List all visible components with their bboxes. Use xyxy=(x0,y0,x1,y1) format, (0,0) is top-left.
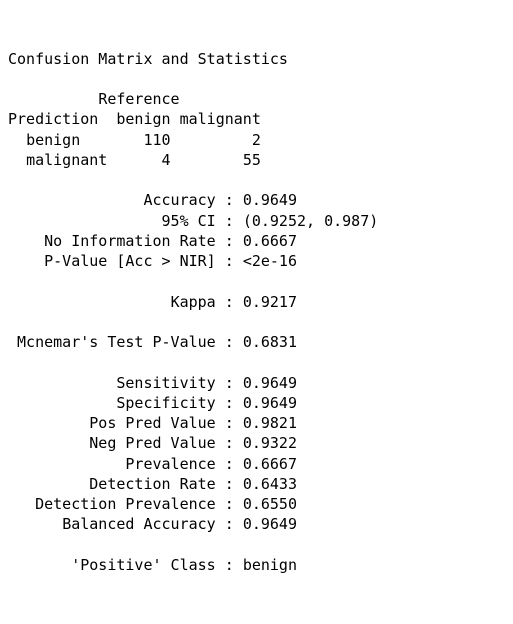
prevalence-label: Prevalence xyxy=(125,455,215,473)
pval-value: <2e-16 xyxy=(243,252,297,270)
npv-value: 0.9322 xyxy=(243,434,297,452)
accuracy-label: Accuracy xyxy=(143,191,215,209)
cell-malignant-benign: 4 xyxy=(162,151,171,169)
ppv-value: 0.9821 xyxy=(243,414,297,432)
sensitivity-value: 0.9649 xyxy=(243,374,297,392)
balanced-accuracy-value: 0.9649 xyxy=(243,515,297,533)
mcnemar-label: Mcnemar's Test P-Value xyxy=(17,333,216,351)
reference-header: Reference xyxy=(98,90,179,108)
nir-value: 0.6667 xyxy=(243,232,297,250)
ppv-label: Pos Pred Value xyxy=(89,414,215,432)
cell-benign-malignant: 2 xyxy=(252,131,261,149)
ci-value: (0.9252, 0.987) xyxy=(243,212,378,230)
prediction-header: Prediction xyxy=(8,110,98,128)
kappa-label: Kappa xyxy=(171,293,216,311)
prevalence-value: 0.6667 xyxy=(243,455,297,473)
positive-class-label: 'Positive' Class xyxy=(71,556,216,574)
positive-class-value: benign xyxy=(243,556,297,574)
title: Confusion Matrix and Statistics xyxy=(8,50,288,68)
kappa-value: 0.9217 xyxy=(243,293,297,311)
sensitivity-label: Sensitivity xyxy=(116,374,215,392)
col-benign: benign xyxy=(116,110,170,128)
col-malignant: malignant xyxy=(180,110,261,128)
detection-prevalence-label: Detection Prevalence xyxy=(35,495,216,513)
nir-label: No Information Rate xyxy=(44,232,216,250)
accuracy-value: 0.9649 xyxy=(243,191,297,209)
ci-label: 95% CI xyxy=(162,212,216,230)
detection-rate-label: Detection Rate xyxy=(89,475,215,493)
npv-label: Neg Pred Value xyxy=(89,434,215,452)
detection-rate-value: 0.6433 xyxy=(243,475,297,493)
row-malignant-label: malignant xyxy=(26,151,107,169)
cell-benign-benign: 110 xyxy=(143,131,170,149)
cell-malignant-malignant: 55 xyxy=(243,151,261,169)
specificity-value: 0.9649 xyxy=(243,394,297,412)
mcnemar-value: 0.6831 xyxy=(243,333,297,351)
balanced-accuracy-label: Balanced Accuracy xyxy=(62,515,216,533)
row-benign-label: benign xyxy=(26,131,80,149)
specificity-label: Specificity xyxy=(116,394,215,412)
detection-prevalence-value: 0.6550 xyxy=(243,495,297,513)
pval-label: P-Value [Acc > NIR] xyxy=(44,252,216,270)
